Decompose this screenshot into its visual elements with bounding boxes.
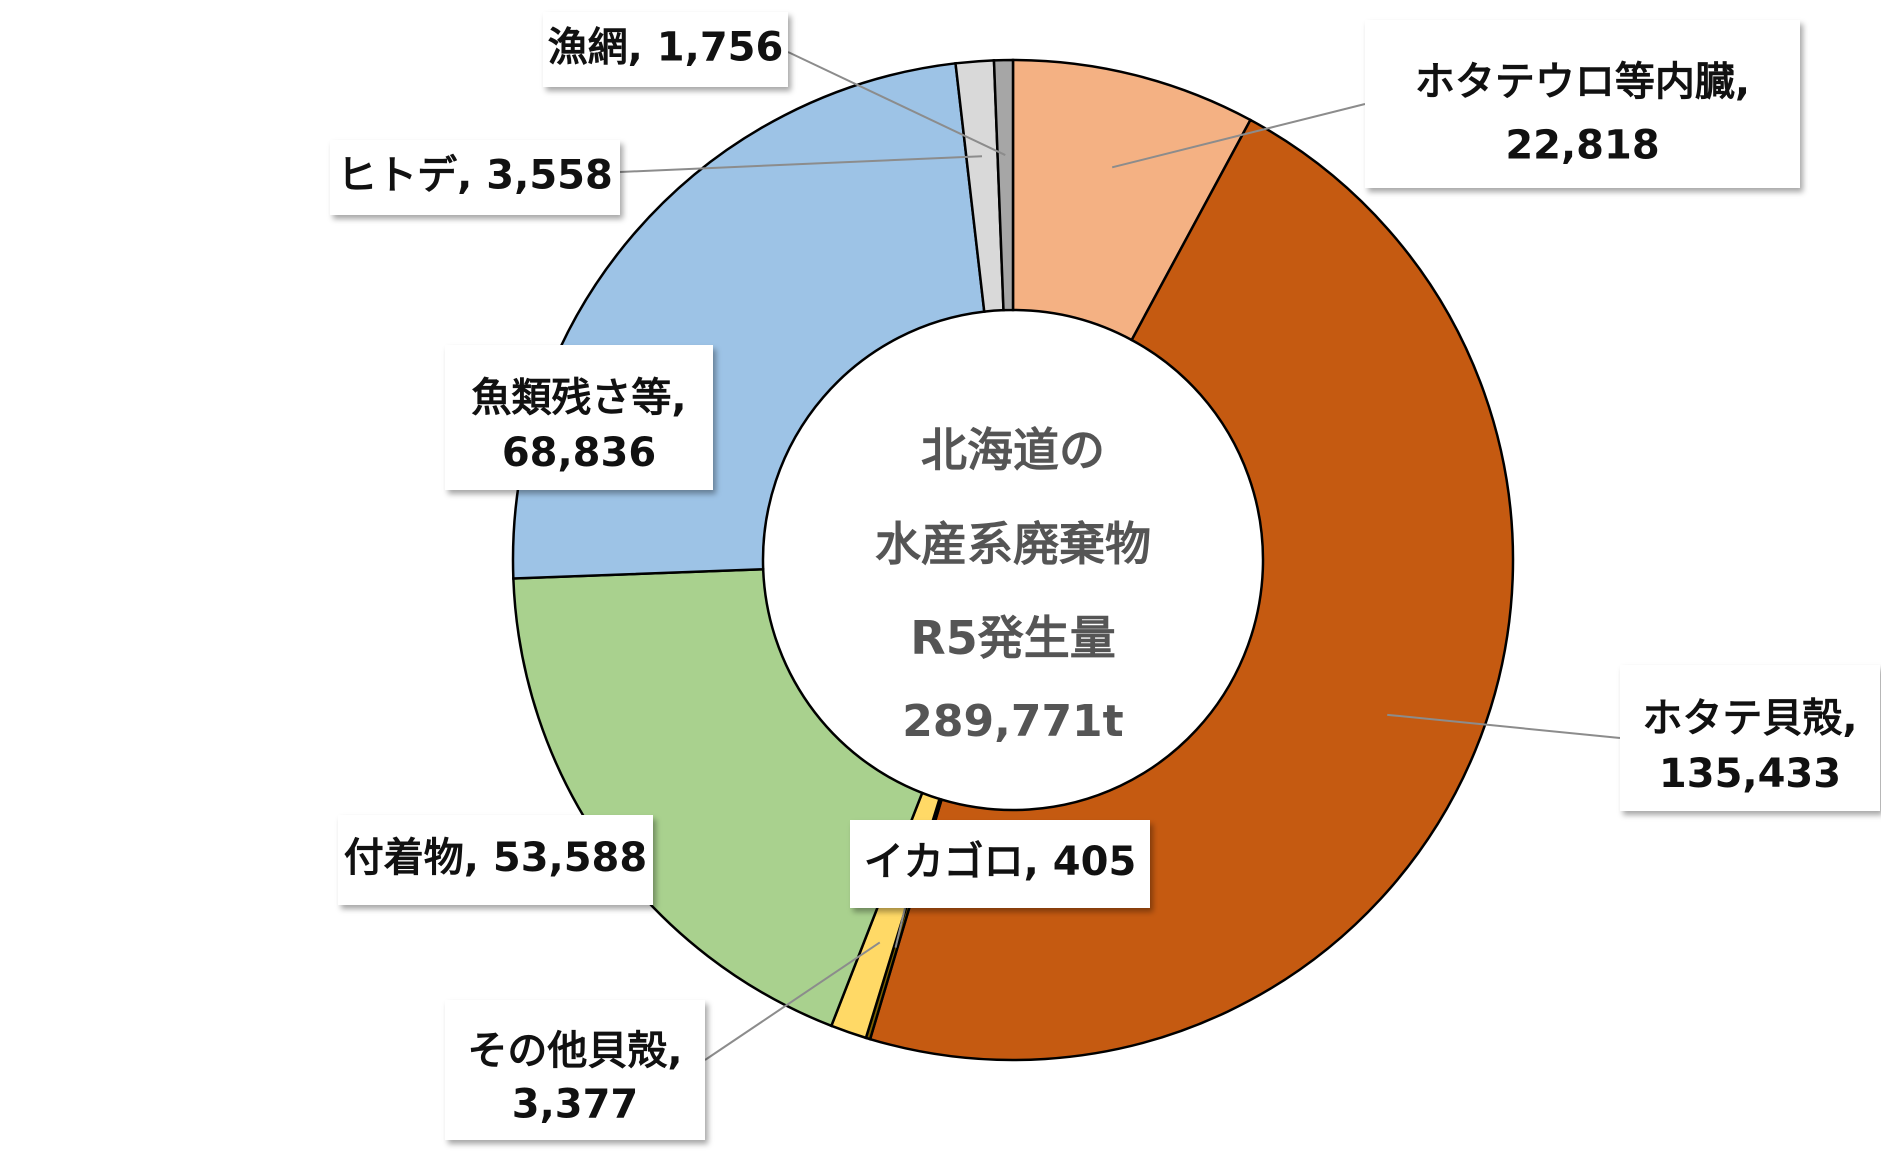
data-label-4: 付着物, 53,588 — [338, 815, 653, 905]
data-label-box-4 — [338, 815, 653, 905]
data-label-box-3 — [445, 1000, 705, 1140]
slice-4 — [512, 567, 924, 1028]
slice-7 — [992, 58, 1015, 312]
leader-line-2 — [894, 907, 906, 948]
leader-line-3 — [704, 941, 881, 1061]
leader-lines — [619, 51, 1621, 1061]
leader-line-6 — [619, 155, 983, 173]
leader-line-7 — [787, 51, 1006, 156]
data-label-box-1 — [1620, 665, 1880, 811]
center-line-1: 北海道の — [921, 423, 1105, 477]
data-label-text-6: ヒトデ, 3,558 — [337, 153, 613, 199]
data-label-0: ホタテウロ等内臓, 22,818 — [1365, 20, 1800, 188]
data-label-2: イカゴロ, 405 — [850, 820, 1150, 908]
leader-line-0 — [1111, 103, 1366, 169]
data-label-text-2: イカゴロ, 405 — [864, 839, 1137, 885]
data-label-text-7: 漁網, 1,756 — [548, 25, 784, 71]
data-label-box-2 — [850, 820, 1150, 908]
data-label-3: その他貝殻, 3,377 — [445, 1000, 705, 1140]
center-line-2: 水産系廃棄物 — [875, 517, 1151, 571]
data-label-box-0 — [1365, 20, 1800, 188]
center-line-4: 289,771t — [902, 696, 1123, 747]
data-label-category-1: ホタテ貝殻, — [1642, 695, 1857, 741]
data-label-category-3: その他貝殻, — [467, 1028, 682, 1074]
data-label-1: ホタテ貝殻, 135,433 — [1620, 665, 1880, 811]
data-label-7: 漁網, 1,756 — [543, 12, 788, 87]
data-label-value-0: 22,818 — [1505, 123, 1659, 169]
data-label-category-0: ホタテウロ等内臓, — [1415, 59, 1750, 105]
center-line-3: R5発生量 — [910, 611, 1115, 665]
center-text: 北海道の 水産系廃棄物 R5発生量 289,771t — [875, 423, 1151, 747]
data-label-5: 魚類残さ等, 68,836 — [445, 345, 713, 490]
data-label-6: ヒトデ, 3,558 — [330, 140, 620, 215]
data-label-value-1: 135,433 — [1659, 751, 1841, 797]
data-label-box-6 — [330, 140, 620, 215]
data-label-category-5: 魚類残さ等, — [471, 375, 686, 421]
data-label-value-5: 68,836 — [502, 430, 656, 476]
data-label-box-5 — [445, 345, 713, 490]
data-label-box-7 — [543, 12, 788, 87]
data-label-value-3: 3,377 — [512, 1081, 639, 1127]
leader-line-1 — [1387, 713, 1621, 739]
data-label-text-4: 付着物, 53,588 — [344, 835, 647, 881]
data-labels: ホタテウロ等内臓, 22,818 ホタテ貝殻, 135,433 イカゴロ, 405 その他… — [330, 12, 1880, 1140]
